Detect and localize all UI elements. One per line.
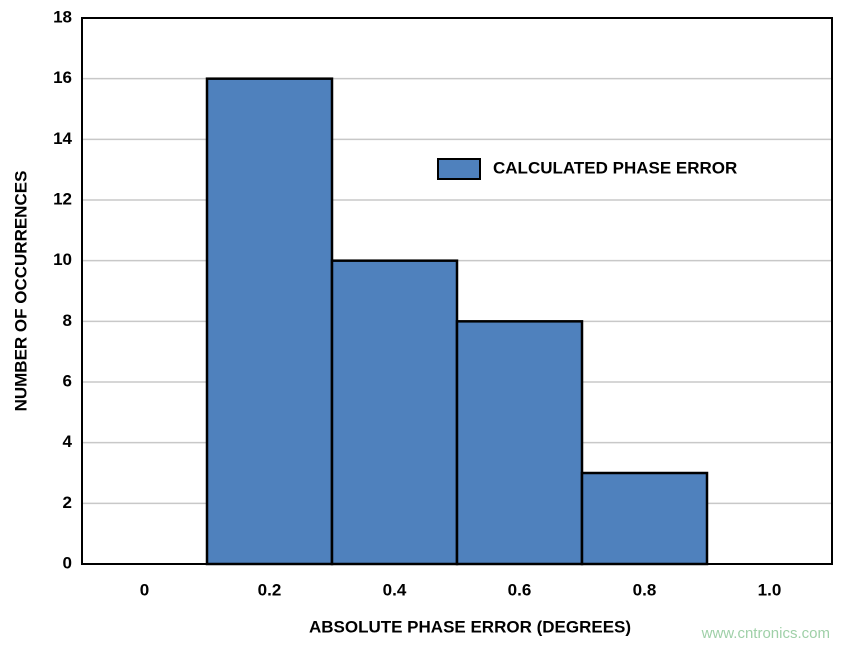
- y-tick-label: 2: [63, 493, 72, 512]
- bar: [580, 471, 709, 566]
- bar: [330, 259, 459, 566]
- y-tick-label: 10: [53, 250, 72, 269]
- y-tick-label: 6: [63, 371, 72, 390]
- legend-label: CALCULATED PHASE ERROR: [493, 158, 737, 177]
- x-tick-label: 0: [140, 580, 149, 599]
- x-tick-label: 0.8: [633, 580, 657, 599]
- watermark: www.cntronics.com: [701, 625, 830, 642]
- y-axis-title: NUMBER OF OCCURRENCES: [11, 171, 30, 412]
- y-tick-label: 4: [63, 432, 73, 451]
- x-axis-title: ABSOLUTE PHASE ERROR (DEGREES): [309, 617, 631, 636]
- y-tick-label: 16: [53, 68, 72, 87]
- x-tick-label: 0.6: [508, 580, 532, 599]
- bar: [455, 320, 584, 566]
- y-tick-label: 8: [63, 311, 72, 330]
- legend-swatch: [437, 158, 481, 180]
- y-tick-label: 18: [53, 7, 72, 26]
- y-tick-label: 12: [53, 189, 72, 208]
- y-tick-label: 0: [63, 553, 72, 572]
- x-tick-label: 1.0: [758, 580, 782, 599]
- x-tick-label: 0.4: [383, 580, 407, 599]
- x-tick-label: 0.2: [258, 580, 282, 599]
- plot-frame: [81, 17, 833, 565]
- bar: [205, 77, 334, 566]
- y-tick-label: 14: [53, 129, 72, 148]
